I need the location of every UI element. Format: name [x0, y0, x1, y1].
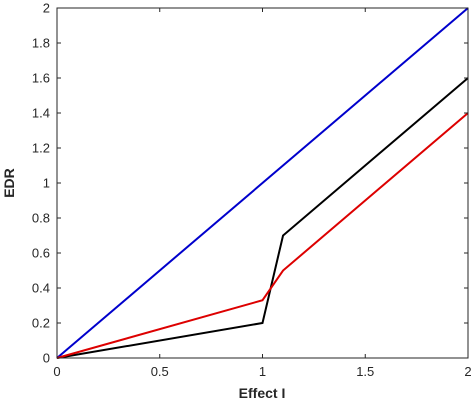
x-tick-label: 0: [53, 364, 60, 379]
y-tick-label: 0: [43, 351, 50, 366]
y-tick-label: 0.6: [32, 246, 50, 261]
y-tick-label: 0.2: [32, 316, 50, 331]
x-tick-label: 1: [259, 364, 266, 379]
y-tick-label: 0.8: [32, 211, 50, 226]
y-tick-label: 0.4: [32, 281, 50, 296]
series-line-2: [56, 77, 469, 359]
x-tick-label: 2: [464, 364, 471, 379]
y-tick-label: 1.2: [32, 141, 50, 156]
plot-frame: [56, 7, 469, 359]
series-line-1: [56, 7, 469, 359]
x-tick-label: 1.5: [356, 364, 374, 379]
x-tick-label: 0.5: [151, 364, 169, 379]
series-line-3: [56, 112, 469, 359]
y-axis-label: EDR: [1, 168, 17, 198]
y-tick-label: 1.4: [32, 106, 50, 121]
y-tick-label: 2: [43, 1, 50, 16]
x-axis-label: Effect I: [239, 385, 286, 401]
y-tick-label: 1: [43, 176, 50, 191]
y-tick-label: 1.8: [32, 36, 50, 51]
y-tick-label: 1.6: [32, 71, 50, 86]
tick-layer: 0 0.5 1 1.5 2 0 0.2 0.4 0.6 0.8 1 1.2 1.4 1.6 1.8 2: [32, 1, 472, 380]
series-layer: [56, 7, 469, 359]
